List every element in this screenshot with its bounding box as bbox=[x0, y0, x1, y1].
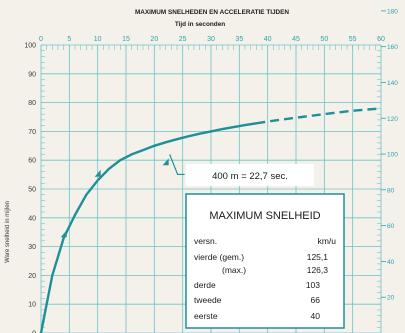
y-tick-label-right: 140 bbox=[387, 80, 398, 87]
x-tick-labels: 0 5 10 15 20 25 30 35 40 45 50 55 60 bbox=[39, 36, 385, 43]
gear-change-mark bbox=[60, 230, 67, 238]
y-tick-label-right: 60 bbox=[387, 223, 395, 230]
speed-row-label: (max.) bbox=[222, 265, 246, 275]
x-tick-label: 55 bbox=[349, 36, 357, 43]
speed-curve-solid bbox=[39, 122, 258, 333]
y-tick-label: 90 bbox=[28, 71, 36, 78]
x-tick-label: 40 bbox=[264, 36, 272, 43]
x-tick-label: 35 bbox=[235, 36, 243, 43]
speed-row-value: 126,3 bbox=[307, 265, 329, 275]
y-tick-label-right: 80 bbox=[387, 187, 395, 194]
y-tick-labels-right: 180 160 140 120 100 80 60 40 20 bbox=[381, 8, 398, 302]
x-tick-label: 50 bbox=[320, 36, 328, 43]
y-tick-label: 50 bbox=[28, 187, 36, 194]
y-tick-label-right: 40 bbox=[387, 259, 395, 266]
x-tick-label: 30 bbox=[207, 36, 215, 43]
chart-title: MAXIMUM SNELHEDEN EN ACCELERATIE TIJDEN bbox=[135, 9, 289, 16]
y-tick-label-right: 160 bbox=[387, 44, 398, 51]
x-axis-title: Tijd in seconden bbox=[175, 21, 225, 28]
speed-box-title: MAXIMUM SNELHEID bbox=[209, 210, 320, 222]
y-tick-label: 80 bbox=[28, 100, 36, 107]
x-tick-label: 20 bbox=[150, 36, 158, 43]
x-tick-label: 0 bbox=[39, 36, 43, 43]
y-tick-label: 70 bbox=[28, 129, 36, 136]
gear-change-mark bbox=[94, 169, 101, 177]
y-tick-label: 40 bbox=[28, 215, 36, 222]
speed-row-label: vierde (gem.) bbox=[194, 252, 244, 262]
y-tick-labels-left: 1009080706050403020100 bbox=[24, 43, 36, 333]
y-axis-title: Ware snelheid in mijlen bbox=[5, 201, 11, 263]
speed-row-value: 66 bbox=[311, 295, 321, 305]
speed-row-label: eerste bbox=[194, 311, 218, 321]
speed-row-value: 125,1 bbox=[307, 252, 329, 262]
x-tick-label: 45 bbox=[292, 36, 300, 43]
y-tick-label-right: 100 bbox=[387, 152, 398, 159]
y-tick-label: 60 bbox=[28, 158, 36, 165]
annotation-leader bbox=[169, 154, 185, 176]
speed-row-value: 103 bbox=[306, 280, 320, 290]
speed-row-label: derde bbox=[194, 280, 216, 290]
speed-row-label: tweede bbox=[194, 295, 222, 305]
x-tick-label: 10 bbox=[94, 36, 102, 43]
x-tick-label: 5 bbox=[67, 36, 71, 43]
speed-curve-dashed bbox=[256, 107, 382, 125]
annotation-box bbox=[186, 164, 314, 186]
x-tick-label: 60 bbox=[377, 36, 385, 43]
y-tick-label-right: 180 bbox=[387, 8, 398, 15]
speed-box bbox=[185, 193, 345, 329]
speed-box-header-right: km/u bbox=[318, 236, 337, 246]
y-tick-label: 10 bbox=[28, 302, 36, 309]
y-tick-label: 30 bbox=[28, 244, 36, 251]
annotation-text: 400 m = 22,7 sec. bbox=[212, 171, 288, 182]
y-tick-label: 0 bbox=[32, 331, 36, 333]
x-tick-label: 25 bbox=[179, 36, 187, 43]
x-tick-label: 15 bbox=[122, 36, 130, 43]
y-tick-label-right: 20 bbox=[387, 295, 395, 302]
y-tick-label: 100 bbox=[24, 43, 36, 50]
y-tick-label-right: 120 bbox=[387, 116, 398, 123]
minor-ticks bbox=[40, 44, 382, 333]
y-tick-label: 20 bbox=[28, 273, 36, 280]
gear-change-marks bbox=[60, 158, 169, 238]
speed-row-value: 40 bbox=[311, 311, 321, 321]
gear-change-mark bbox=[162, 158, 169, 166]
speed-box-header-left: versn. bbox=[194, 236, 217, 246]
